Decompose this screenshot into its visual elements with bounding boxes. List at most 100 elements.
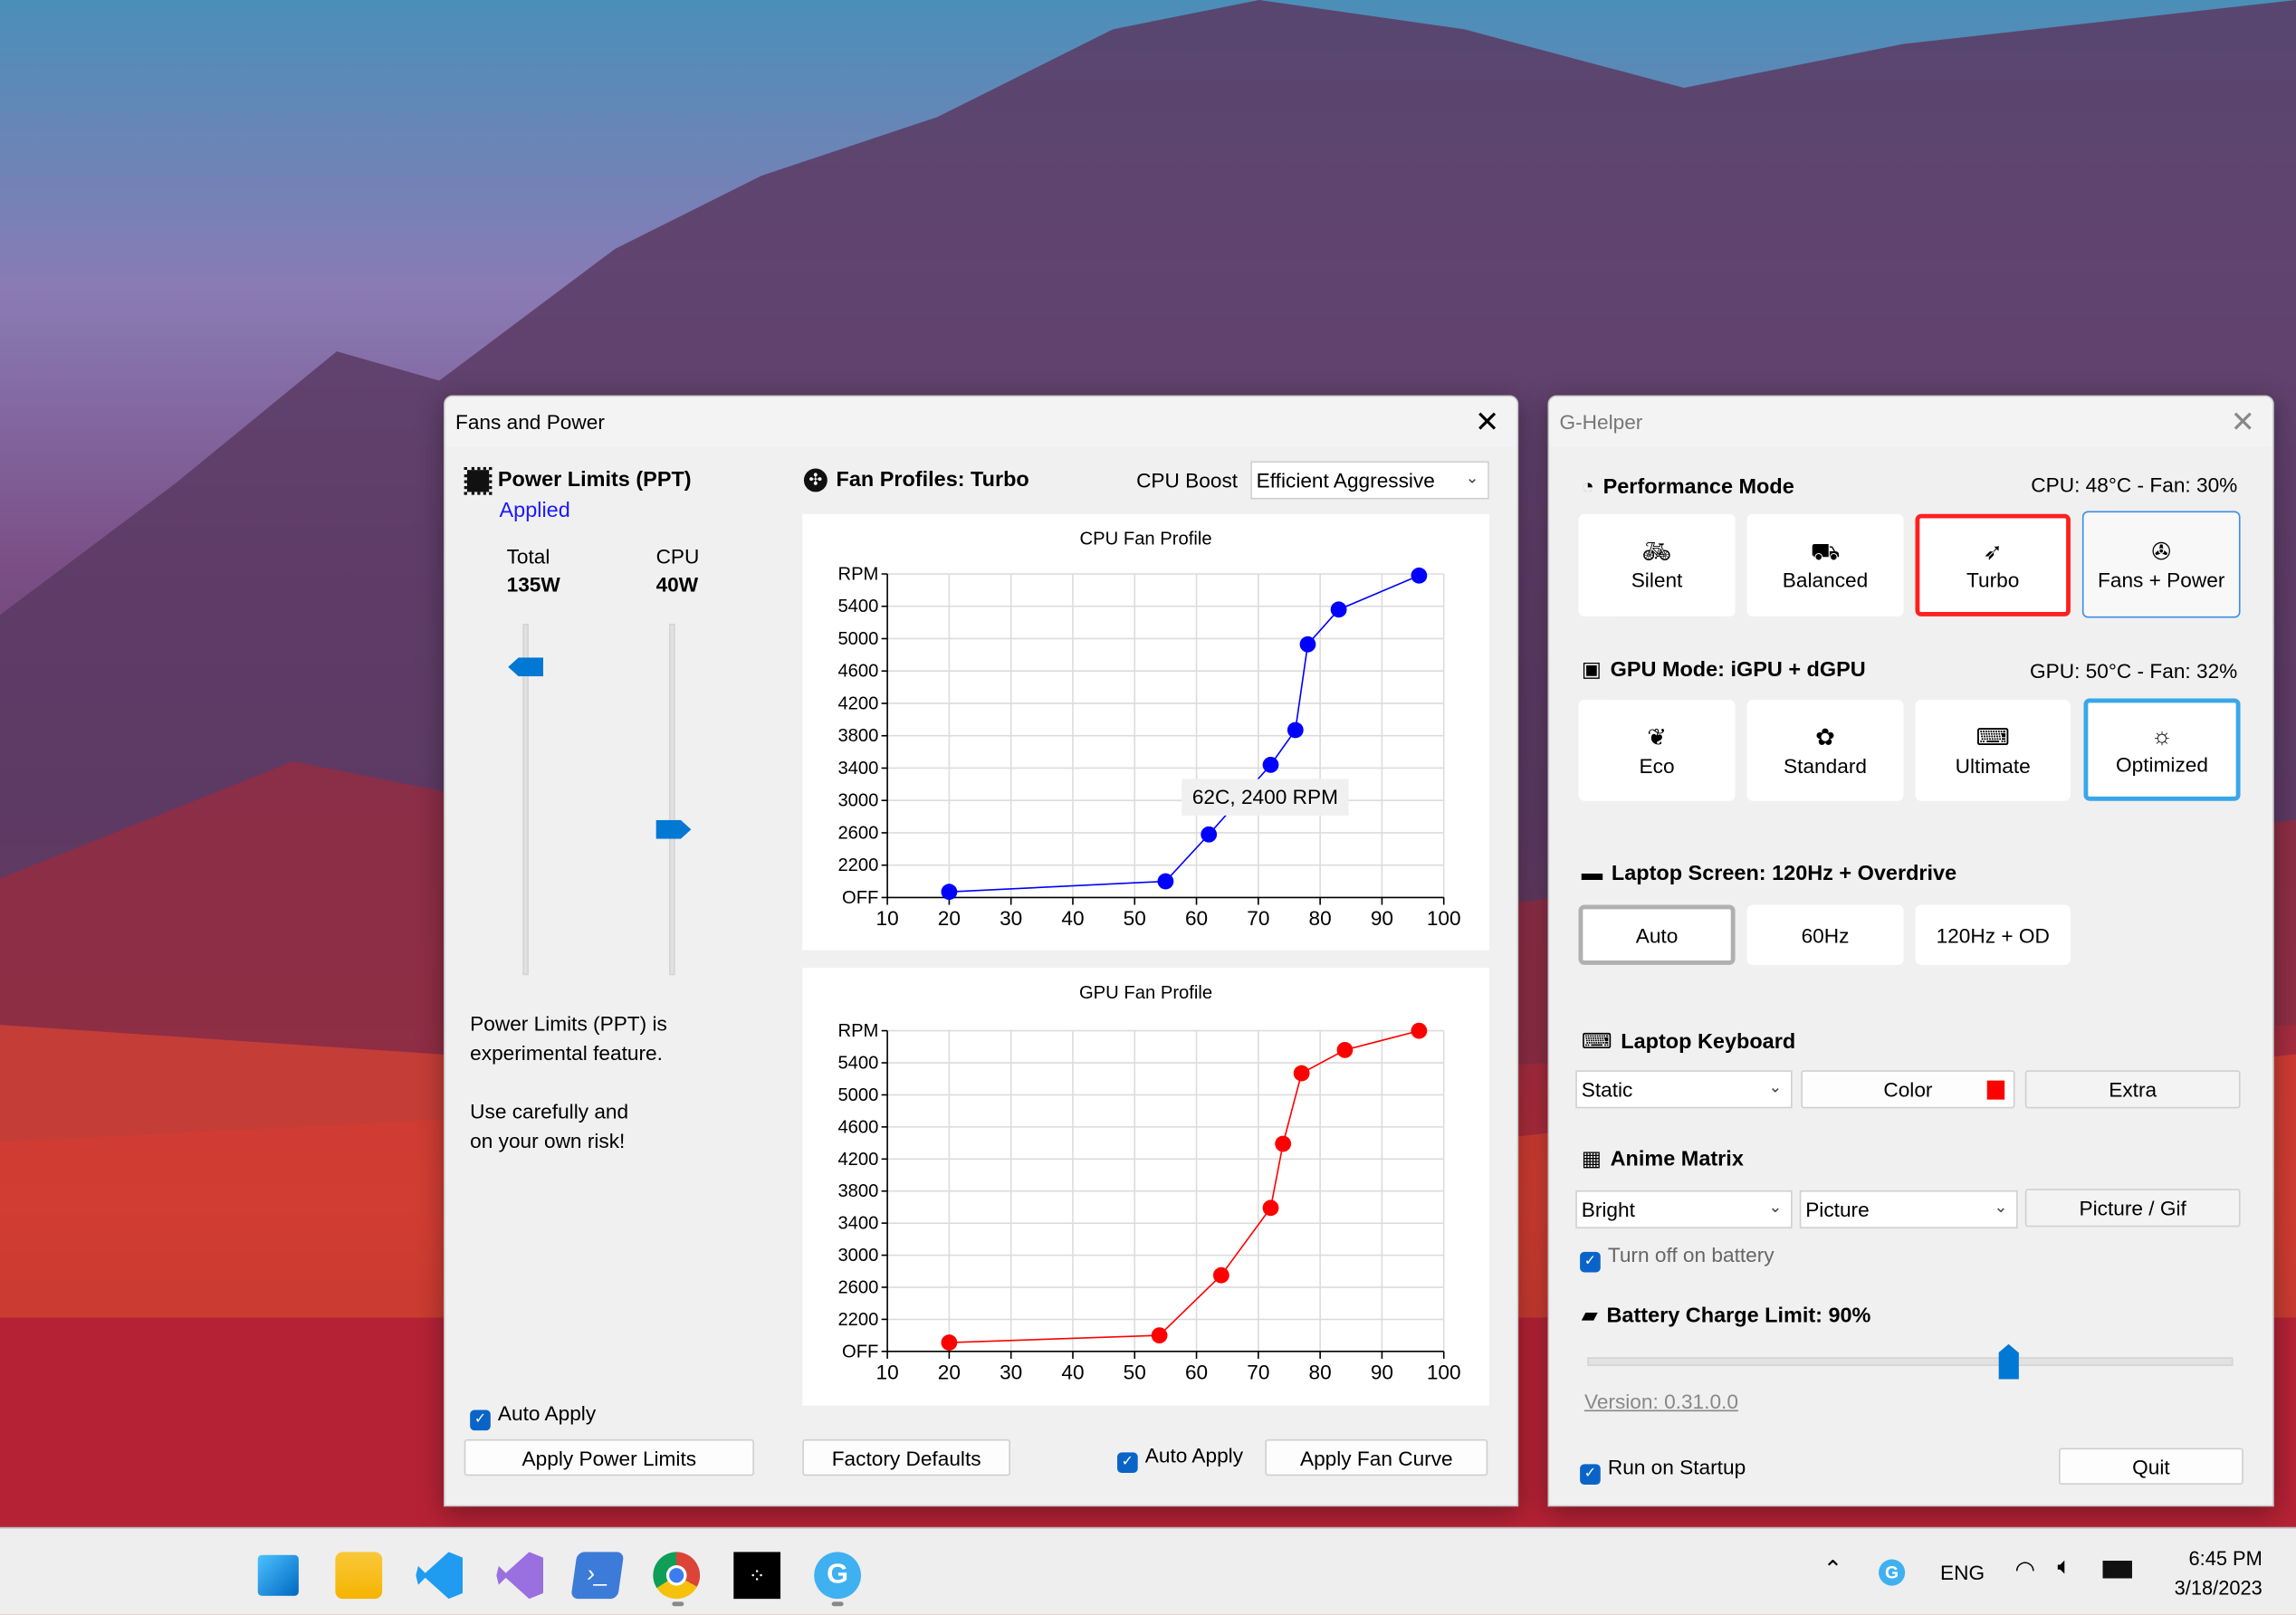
series-line bbox=[949, 1029, 1420, 1343]
checkbox-label: Run on Startup bbox=[1607, 1455, 1746, 1479]
chevron-down-icon: ⌄ bbox=[1994, 1199, 2008, 1218]
g-helper-icon[interactable]: G bbox=[814, 1552, 862, 1600]
cpu-fan-chart-svg[interactable]: OFF 2200 2600 3000 3400 3800 4200 4600 5000 5400 R… bbox=[802, 514, 1489, 951]
battery-charging-icon: ▰ bbox=[1581, 1304, 1598, 1328]
visual-studio-icon[interactable] bbox=[496, 1552, 544, 1600]
total-slider-thumb[interactable] bbox=[508, 657, 544, 677]
data-point[interactable] bbox=[941, 884, 958, 901]
volume-icon[interactable]: 🔈︎ bbox=[2057, 1554, 2071, 1581]
chart-title: CPU Fan Profile bbox=[1079, 528, 1212, 549]
g-helper-tray-icon[interactable]: G bbox=[1879, 1559, 1906, 1586]
power-auto-apply-checkbox[interactable]: ✓ Auto Apply bbox=[470, 1401, 596, 1431]
start-icon[interactable] bbox=[254, 1552, 302, 1600]
mode-balanced-button[interactable]: ⛟ Balanced bbox=[1746, 513, 1904, 616]
quit-button[interactable]: Quit bbox=[2058, 1448, 2243, 1485]
factory-defaults-button[interactable]: Factory Defaults bbox=[802, 1438, 1010, 1476]
chevron-up-icon[interactable]: ⌃ bbox=[1822, 1557, 1843, 1583]
fan-auto-apply-checkbox[interactable]: ✓ Auto Apply bbox=[1117, 1443, 1244, 1474]
gpu-ultimate-button[interactable]: ⌨ Ultimate bbox=[1915, 700, 2071, 801]
screen-60hz-button[interactable]: 60Hz bbox=[1746, 904, 1904, 965]
x-tick-label: 10 bbox=[876, 907, 899, 930]
y-tick-label: 4600 bbox=[837, 662, 878, 682]
run-on-startup-checkbox[interactable]: ✓ Run on Startup bbox=[1580, 1456, 1746, 1485]
data-point[interactable] bbox=[1212, 1266, 1229, 1284]
tidal-icon[interactable]: ⁘ bbox=[733, 1552, 781, 1600]
data-point[interactable] bbox=[1330, 601, 1347, 618]
data-point[interactable] bbox=[1201, 826, 1218, 843]
wifi-icon[interactable]: ◠ bbox=[2014, 1557, 2036, 1583]
anime-matrix-header: ▦ Anime Matrix bbox=[1582, 1148, 1744, 1171]
data-point[interactable] bbox=[1411, 1022, 1428, 1039]
data-point[interactable] bbox=[1262, 756, 1279, 773]
data-point[interactable] bbox=[1151, 1327, 1168, 1343]
cpu-boost-select[interactable]: Efficient Aggressive ⌄ bbox=[1250, 461, 1489, 500]
ppt-warning: Power Limits (PPT) is experimental featu… bbox=[470, 1008, 667, 1155]
y-tick-label: 4200 bbox=[837, 693, 878, 713]
y-tick-label: 3800 bbox=[837, 726, 878, 746]
y-tick-label: 5000 bbox=[837, 1085, 878, 1105]
chrome-icon[interactable] bbox=[653, 1552, 701, 1600]
gpu-eco-button[interactable]: ❦ Eco bbox=[1578, 700, 1736, 801]
vscode-icon[interactable] bbox=[416, 1552, 464, 1600]
battery-limit-slider[interactable] bbox=[1587, 1357, 2234, 1366]
apply-fan-curve-button[interactable]: Apply Fan Curve bbox=[1265, 1438, 1488, 1476]
battery-icon[interactable] bbox=[2102, 1561, 2132, 1579]
gpu-fan-chart-svg[interactable]: OFF 2200 2600 3000 3400 3800 4200 4600 5000 5400 R… bbox=[802, 968, 1489, 1406]
screen-120hz-od-button[interactable]: 120Hz + OD bbox=[1915, 904, 2071, 965]
checkbox-label: Auto Apply bbox=[1144, 1443, 1244, 1467]
anime-brightness-select[interactable]: Bright ⌄ bbox=[1575, 1190, 1793, 1228]
apply-power-limits-button[interactable]: Apply Power Limits bbox=[464, 1438, 754, 1476]
screen-auto-button[interactable]: Auto bbox=[1578, 904, 1736, 965]
gpu-fan-chart[interactable]: GPU Fan Profile OFF 2200 2600 3000 3400 3800 4… bbox=[802, 968, 1489, 1406]
powershell-icon[interactable]: ›_ bbox=[570, 1552, 625, 1600]
keyboard-mode-select[interactable]: Static ⌄ bbox=[1575, 1070, 1793, 1109]
total-power-slider[interactable] bbox=[522, 623, 529, 976]
data-point[interactable] bbox=[1262, 1199, 1279, 1217]
mode-turbo-button[interactable]: ➶ Turbo bbox=[1915, 513, 2071, 616]
fan-profiles-header: ✣ Fan Profiles: Turbo bbox=[803, 468, 1029, 492]
anime-mode-select[interactable]: Picture ⌄ bbox=[1799, 1190, 2018, 1228]
data-point[interactable] bbox=[1287, 721, 1304, 739]
cpu-slider-thumb[interactable] bbox=[655, 819, 692, 839]
x-tick-label: 80 bbox=[1309, 1362, 1332, 1384]
data-point[interactable] bbox=[1411, 567, 1428, 584]
data-point[interactable] bbox=[1293, 1065, 1310, 1082]
keyboard-color-button[interactable]: Color bbox=[1801, 1070, 2015, 1109]
battery-slider-thumb[interactable] bbox=[1998, 1343, 2019, 1380]
picture-gif-button[interactable]: Picture / Gif bbox=[2024, 1189, 2241, 1228]
mode-silent-button[interactable]: 🚲︎ Silent bbox=[1578, 513, 1736, 616]
version-link[interactable]: Version: 0.31.0.0 bbox=[1583, 1389, 1738, 1413]
laptop-keyboard-header: ⌨ Laptop Keyboard bbox=[1582, 1031, 1795, 1055]
close-button[interactable]: ✕ bbox=[2230, 406, 2255, 440]
checkmark-icon: ✓ bbox=[470, 1410, 491, 1431]
x-tick-label: 90 bbox=[1371, 907, 1393, 930]
x-tick-label: 40 bbox=[1061, 907, 1084, 930]
turn-off-on-battery-checkbox[interactable]: ✓ Turn off on battery bbox=[1580, 1243, 1775, 1273]
keyboard-extra-button[interactable]: Extra bbox=[2024, 1070, 2241, 1109]
clock[interactable]: 6:45 PM 3/18/2023 bbox=[2153, 1544, 2263, 1603]
chevron-down-icon: ⌄ bbox=[1465, 470, 1479, 488]
matrix-icon: ▦ bbox=[1581, 1148, 1602, 1171]
date: 3/18/2023 bbox=[2174, 1576, 2263, 1600]
language-indicator[interactable]: ENG bbox=[1939, 1561, 1985, 1584]
y-tick-label: 5000 bbox=[837, 629, 878, 649]
data-point[interactable] bbox=[1275, 1135, 1292, 1152]
fan-profiles-title: Fan Profiles: Turbo bbox=[836, 468, 1029, 492]
file-explorer-icon[interactable] bbox=[335, 1552, 383, 1600]
gpu-optimized-button[interactable]: ☼ Optimized bbox=[2083, 698, 2241, 801]
fans-power-button[interactable]: ✇ Fans + Power bbox=[2081, 511, 2241, 618]
x-tick-label: 50 bbox=[1124, 907, 1146, 930]
data-point[interactable] bbox=[1157, 873, 1174, 890]
window-title: Fans and Power bbox=[454, 409, 605, 434]
cpu-power-slider[interactable] bbox=[669, 623, 675, 976]
gpu-mode-header: ▣ GPU Mode: iGPU + dGPU bbox=[1582, 659, 1866, 683]
gpu-standard-button[interactable]: ✿ Standard bbox=[1746, 700, 1904, 801]
warning-line: experimental feature. bbox=[470, 1040, 663, 1065]
data-point[interactable] bbox=[1336, 1041, 1354, 1058]
close-button[interactable]: ✕ bbox=[1475, 406, 1500, 440]
data-point[interactable] bbox=[941, 1334, 958, 1351]
y-tick-label: OFF bbox=[842, 1342, 878, 1362]
section-title: GPU Mode: iGPU + dGPU bbox=[1610, 658, 1866, 683]
data-point[interactable] bbox=[1299, 635, 1316, 653]
cpu-fan-chart[interactable]: CPU Fan Profile OFF 2200 2600 3000 3400 3800 4… bbox=[802, 513, 1489, 951]
